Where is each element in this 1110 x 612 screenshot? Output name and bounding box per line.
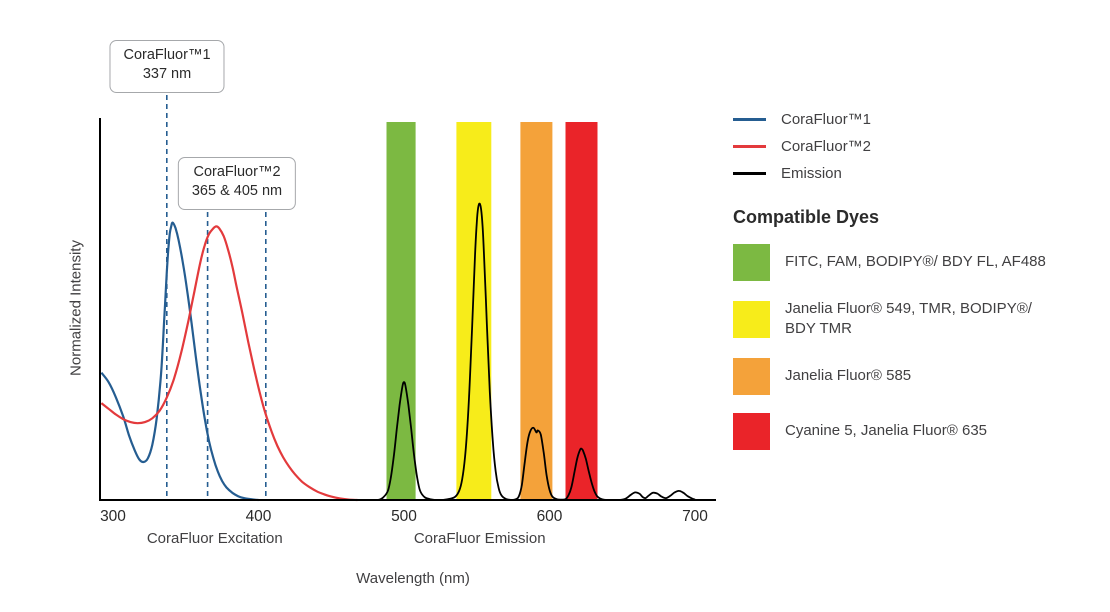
- color-swatch-icon: [733, 244, 770, 281]
- line-swatch-icon: [733, 118, 766, 121]
- compatible-dyes-heading: Compatible Dyes: [733, 207, 880, 227]
- legend-label: CoraFluor™1: [781, 111, 872, 128]
- color-swatch-icon: [733, 300, 770, 338]
- y-axis-label: Normalized Intensity: [67, 240, 85, 376]
- series-curve-corafluor1: [100, 221, 259, 502]
- line-swatch-icon: [733, 172, 766, 175]
- callout-title: CoraFluor™2: [193, 164, 281, 180]
- legend-item-emission: Emission: [733, 160, 1098, 187]
- x-tick-label: 700: [682, 508, 708, 525]
- color-swatch-icon: [733, 412, 770, 450]
- callout-value: 365 & 405 nm: [191, 183, 283, 200]
- legend-label: Emission: [781, 165, 842, 182]
- filter-band-green: [386, 122, 416, 500]
- filter-band-red: [565, 122, 598, 500]
- x-axis-label: Wavelength (nm): [356, 570, 470, 587]
- x-tick-label: 300: [100, 508, 126, 525]
- line-swatch-icon: [733, 145, 766, 148]
- callout-title: CoraFluor™1: [123, 47, 211, 63]
- legend-item-corafluor1: CoraFluor™1: [733, 106, 1098, 133]
- callout-corafluor1-337: CoraFluor™1 337 nm: [109, 40, 225, 93]
- axis-section-label: CoraFluor Excitation: [147, 530, 283, 547]
- series-curve-emission: [316, 202, 696, 501]
- dye-label: Janelia Fluor® 549, TMR, BODIPY®/ BDY TM…: [785, 300, 1032, 338]
- legend: CoraFluor™1 CoraFluor™2 Emission Compati…: [733, 106, 1098, 468]
- x-tick-label: 400: [246, 508, 272, 525]
- dye-label: Janelia Fluor® 585: [785, 366, 912, 384]
- dye-label: FITC, FAM, BODIPY®/ BDY FL, AF488: [785, 253, 1046, 271]
- legend-item-corafluor2: CoraFluor™2: [733, 133, 1098, 160]
- callout-value: 337 nm: [142, 66, 192, 83]
- filter-band-orange: [520, 122, 553, 500]
- dye-item-red: Cyanine 5, Janelia Fluor® 635: [733, 412, 1098, 450]
- legend-label: CoraFluor™2: [781, 138, 872, 155]
- dye-label: Cyanine 5, Janelia Fluor® 635: [785, 421, 988, 439]
- dye-item-orange: Janelia Fluor® 585: [733, 357, 1098, 395]
- dye-item-yellow: Janelia Fluor® 549, TMR, BODIPY®/ BDY TM…: [733, 299, 1098, 340]
- color-swatch-icon: [733, 357, 770, 395]
- axis-section-label: CoraFluor Emission: [414, 530, 546, 547]
- callout-corafluor2-365-405: CoraFluor™2 365 & 405 nm: [177, 157, 297, 210]
- spectra-plot: 300 400 500 600 700 CoraFluor Excitation CoraF…: [99, 86, 716, 547]
- x-tick-label: 600: [537, 508, 563, 525]
- series-curve-corafluor2: [100, 225, 358, 502]
- dye-item-green: FITC, FAM, BODIPY®/ BDY FL, AF488: [733, 244, 1098, 281]
- x-tick-label: 500: [391, 508, 417, 525]
